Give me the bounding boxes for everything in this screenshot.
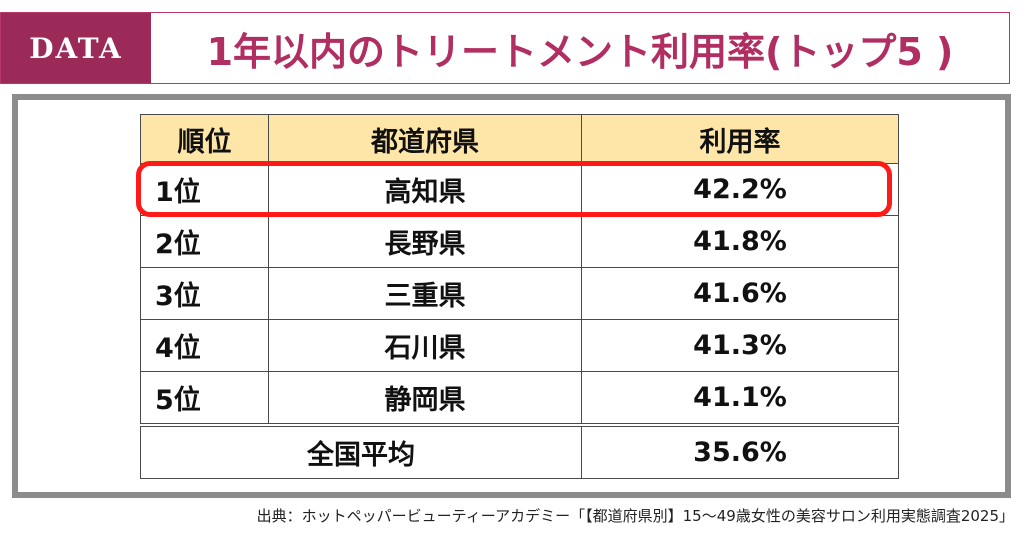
column-header-rank: 順位 bbox=[140, 114, 269, 164]
prefecture-cell: 三重県 bbox=[268, 267, 582, 320]
prefecture-cell: 高知県 bbox=[268, 163, 582, 216]
rate-cell: 41.6% bbox=[581, 267, 899, 320]
page-title: 1年以内のトリートメント利用率(トップ5 ) bbox=[206, 29, 954, 74]
rank-cell: 1位 bbox=[140, 163, 269, 216]
prefecture-cell: 静岡県 bbox=[268, 371, 582, 426]
table-row: 1位 高知県 42.2% bbox=[140, 163, 899, 216]
rank-cell: 5位 bbox=[140, 371, 269, 426]
rank-cell: 3位 bbox=[140, 267, 269, 320]
rank-cell: 4位 bbox=[140, 319, 269, 372]
table-row: 4位 石川県 41.3% bbox=[140, 319, 899, 372]
page-header: DATA 1年以内のトリートメント利用率(トップ5 ) bbox=[0, 12, 1010, 84]
column-header-rate: 利用率 bbox=[581, 114, 899, 164]
ranking-table: 順位 都道府県 利用率 1位 高知県 42.2% 2位 長野県 41.8% 3位… bbox=[140, 114, 899, 479]
table-row: 5位 静岡県 41.1% bbox=[140, 371, 899, 426]
column-header-prefecture: 都道府県 bbox=[268, 114, 582, 164]
national-average-label: 全国平均 bbox=[140, 423, 582, 479]
source-citation: 出典：ホットペッパービューティーアカデミー「【都道府県別】15～49歳女性の美容… bbox=[256, 507, 1014, 525]
rate-cell: 41.1% bbox=[581, 371, 899, 426]
prefecture-cell: 長野県 bbox=[268, 215, 582, 268]
rate-cell: 42.2% bbox=[581, 163, 899, 216]
table-row: 2位 長野県 41.8% bbox=[140, 215, 899, 268]
rank-cell: 2位 bbox=[140, 215, 269, 268]
table-panel: 順位 都道府県 利用率 1位 高知県 42.2% 2位 長野県 41.8% 3位… bbox=[12, 94, 1011, 498]
data-badge: DATA bbox=[1, 13, 151, 83]
national-average-rate: 35.6% bbox=[581, 423, 899, 479]
prefecture-cell: 石川県 bbox=[268, 319, 582, 372]
rate-cell: 41.3% bbox=[581, 319, 899, 372]
table-header-row: 順位 都道府県 利用率 bbox=[140, 114, 899, 164]
national-average-row: 全国平均 35.6% bbox=[140, 423, 899, 479]
rate-cell: 41.8% bbox=[581, 215, 899, 268]
table-row: 3位 三重県 41.6% bbox=[140, 267, 899, 320]
